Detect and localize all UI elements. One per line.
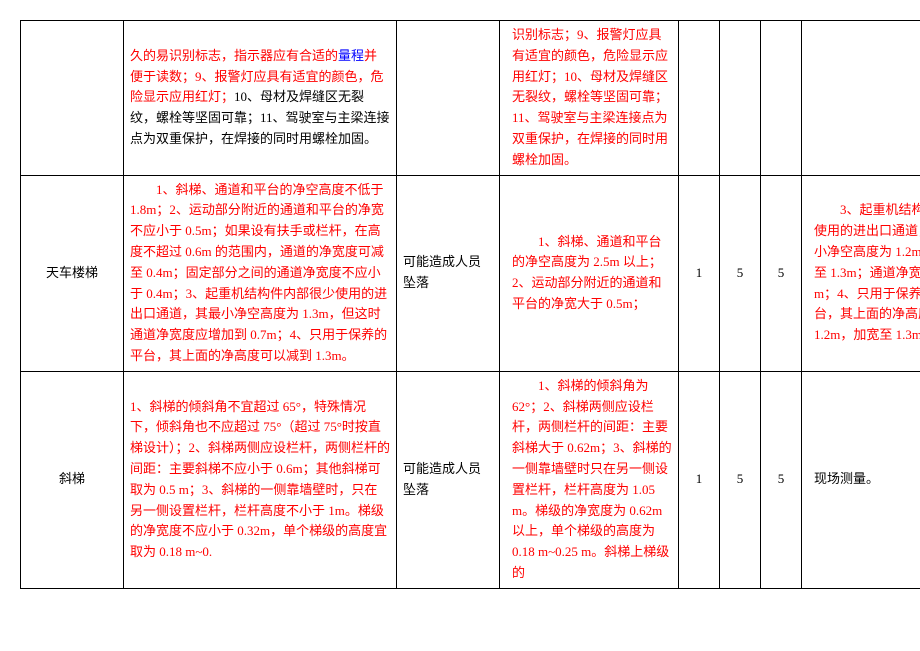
text-segment: 久的易识别标志，指示器应有合适的: [130, 48, 338, 63]
cell-n2: [720, 21, 761, 176]
cell-note: 3、起重机结构件内部使用的进出口通道，其最小净空高度为 1.2m，加宽至 1.3…: [802, 175, 920, 371]
safety-standards-table: 久的易识别标志，指示器应有合适的量程并便于读数；9、报警灯应具有适宜的颜色，危险…: [20, 20, 920, 589]
cell-n3: 5: [761, 175, 802, 371]
cell-item: [21, 21, 124, 176]
cell-n1: 1: [679, 175, 720, 371]
cell-note: [802, 21, 920, 176]
cell-standard: 1、斜梯、通道和平台的净空高度不低于 1.8m；2、运动部分附近的通道和平台的净…: [124, 175, 397, 371]
cell-standard: 久的易识别标志，指示器应有合适的量程并便于读数；9、报警灯应具有适宜的颜色，危险…: [124, 21, 397, 176]
cell-note: 现场测量。: [802, 371, 920, 588]
cell-n3: [761, 21, 802, 176]
cell-risk: 可能造成人员坠落: [397, 371, 500, 588]
cell-item: 斜梯: [21, 371, 124, 588]
cell-n3: 5: [761, 371, 802, 588]
cell-status: 1、斜梯、通道和平台的净空高度为 2.5m 以上；2、运动部分附近的通道和平台的…: [500, 175, 679, 371]
cell-risk: 可能造成人员坠落: [397, 175, 500, 371]
table-row: 斜梯 1、斜梯的倾斜角不宜超过 65°，特殊情况下，倾斜角也不应超过 75°（超…: [21, 371, 920, 588]
cell-risk: [397, 21, 500, 176]
cell-item: 天车楼梯: [21, 175, 124, 371]
cell-n2: 5: [720, 175, 761, 371]
cell-n1: 1: [679, 371, 720, 588]
text-segment: 量程: [338, 48, 364, 63]
table-row: 久的易识别标志，指示器应有合适的量程并便于读数；9、报警灯应具有适宜的颜色，危险…: [21, 21, 920, 176]
table-row: 天车楼梯 1、斜梯、通道和平台的净空高度不低于 1.8m；2、运动部分附近的通道…: [21, 175, 920, 371]
cell-status: 识别标志；9、报警灯应具有适宜的颜色，危险显示应用红灯；10、母材及焊缝区无裂纹…: [500, 21, 679, 176]
cell-status: 1、斜梯的倾斜角为 62°；2、斜梯两侧应设栏杆，两侧栏杆的间距：主要斜梯大于 …: [500, 371, 679, 588]
cell-standard: 1、斜梯的倾斜角不宜超过 65°，特殊情况下，倾斜角也不应超过 75°（超过 7…: [124, 371, 397, 588]
cell-n1: [679, 21, 720, 176]
cell-n2: 5: [720, 371, 761, 588]
